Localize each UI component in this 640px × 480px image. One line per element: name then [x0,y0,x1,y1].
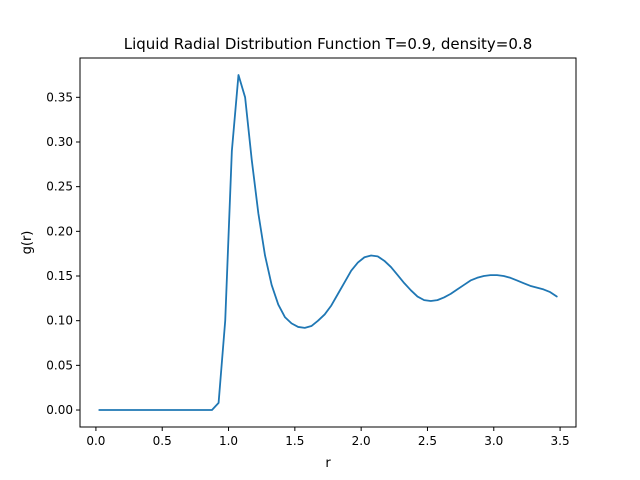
y-tick-label: 0.35 [46,90,73,104]
y-tick-label: 0.30 [46,135,73,149]
x-tick-label: 2.0 [352,434,371,448]
x-axis: 0.0 0.5 1.0 1.5 2.0 2.5 3.0 3.5 [86,427,570,448]
series-line [98,74,558,411]
y-axis: 0.00 0.05 0.10 0.15 0.20 0.25 0.30 0.35 [46,90,80,417]
x-tick-label: 3.0 [484,434,503,448]
x-tick-label: 1.5 [285,434,304,448]
y-tick-label: 0.00 [46,403,73,417]
x-tick-label: 2.5 [418,434,437,448]
chart-title: Liquid Radial Distribution Function T=0.… [124,35,533,53]
plot-frame [79,57,577,428]
y-tick-label: 0.10 [46,314,73,328]
y-axis-label: g(r) [20,231,35,255]
y-tick-label: 0.05 [46,358,73,372]
x-axis-label: r [325,456,331,471]
y-tick-label: 0.20 [46,224,73,238]
y-tick-label: 0.15 [46,269,73,283]
y-tick-label: 0.25 [46,180,73,194]
x-tick-label: 0.0 [86,434,105,448]
x-tick-label: 0.5 [153,434,172,448]
x-tick-label: 3.5 [551,434,570,448]
x-tick-label: 1.0 [219,434,238,448]
